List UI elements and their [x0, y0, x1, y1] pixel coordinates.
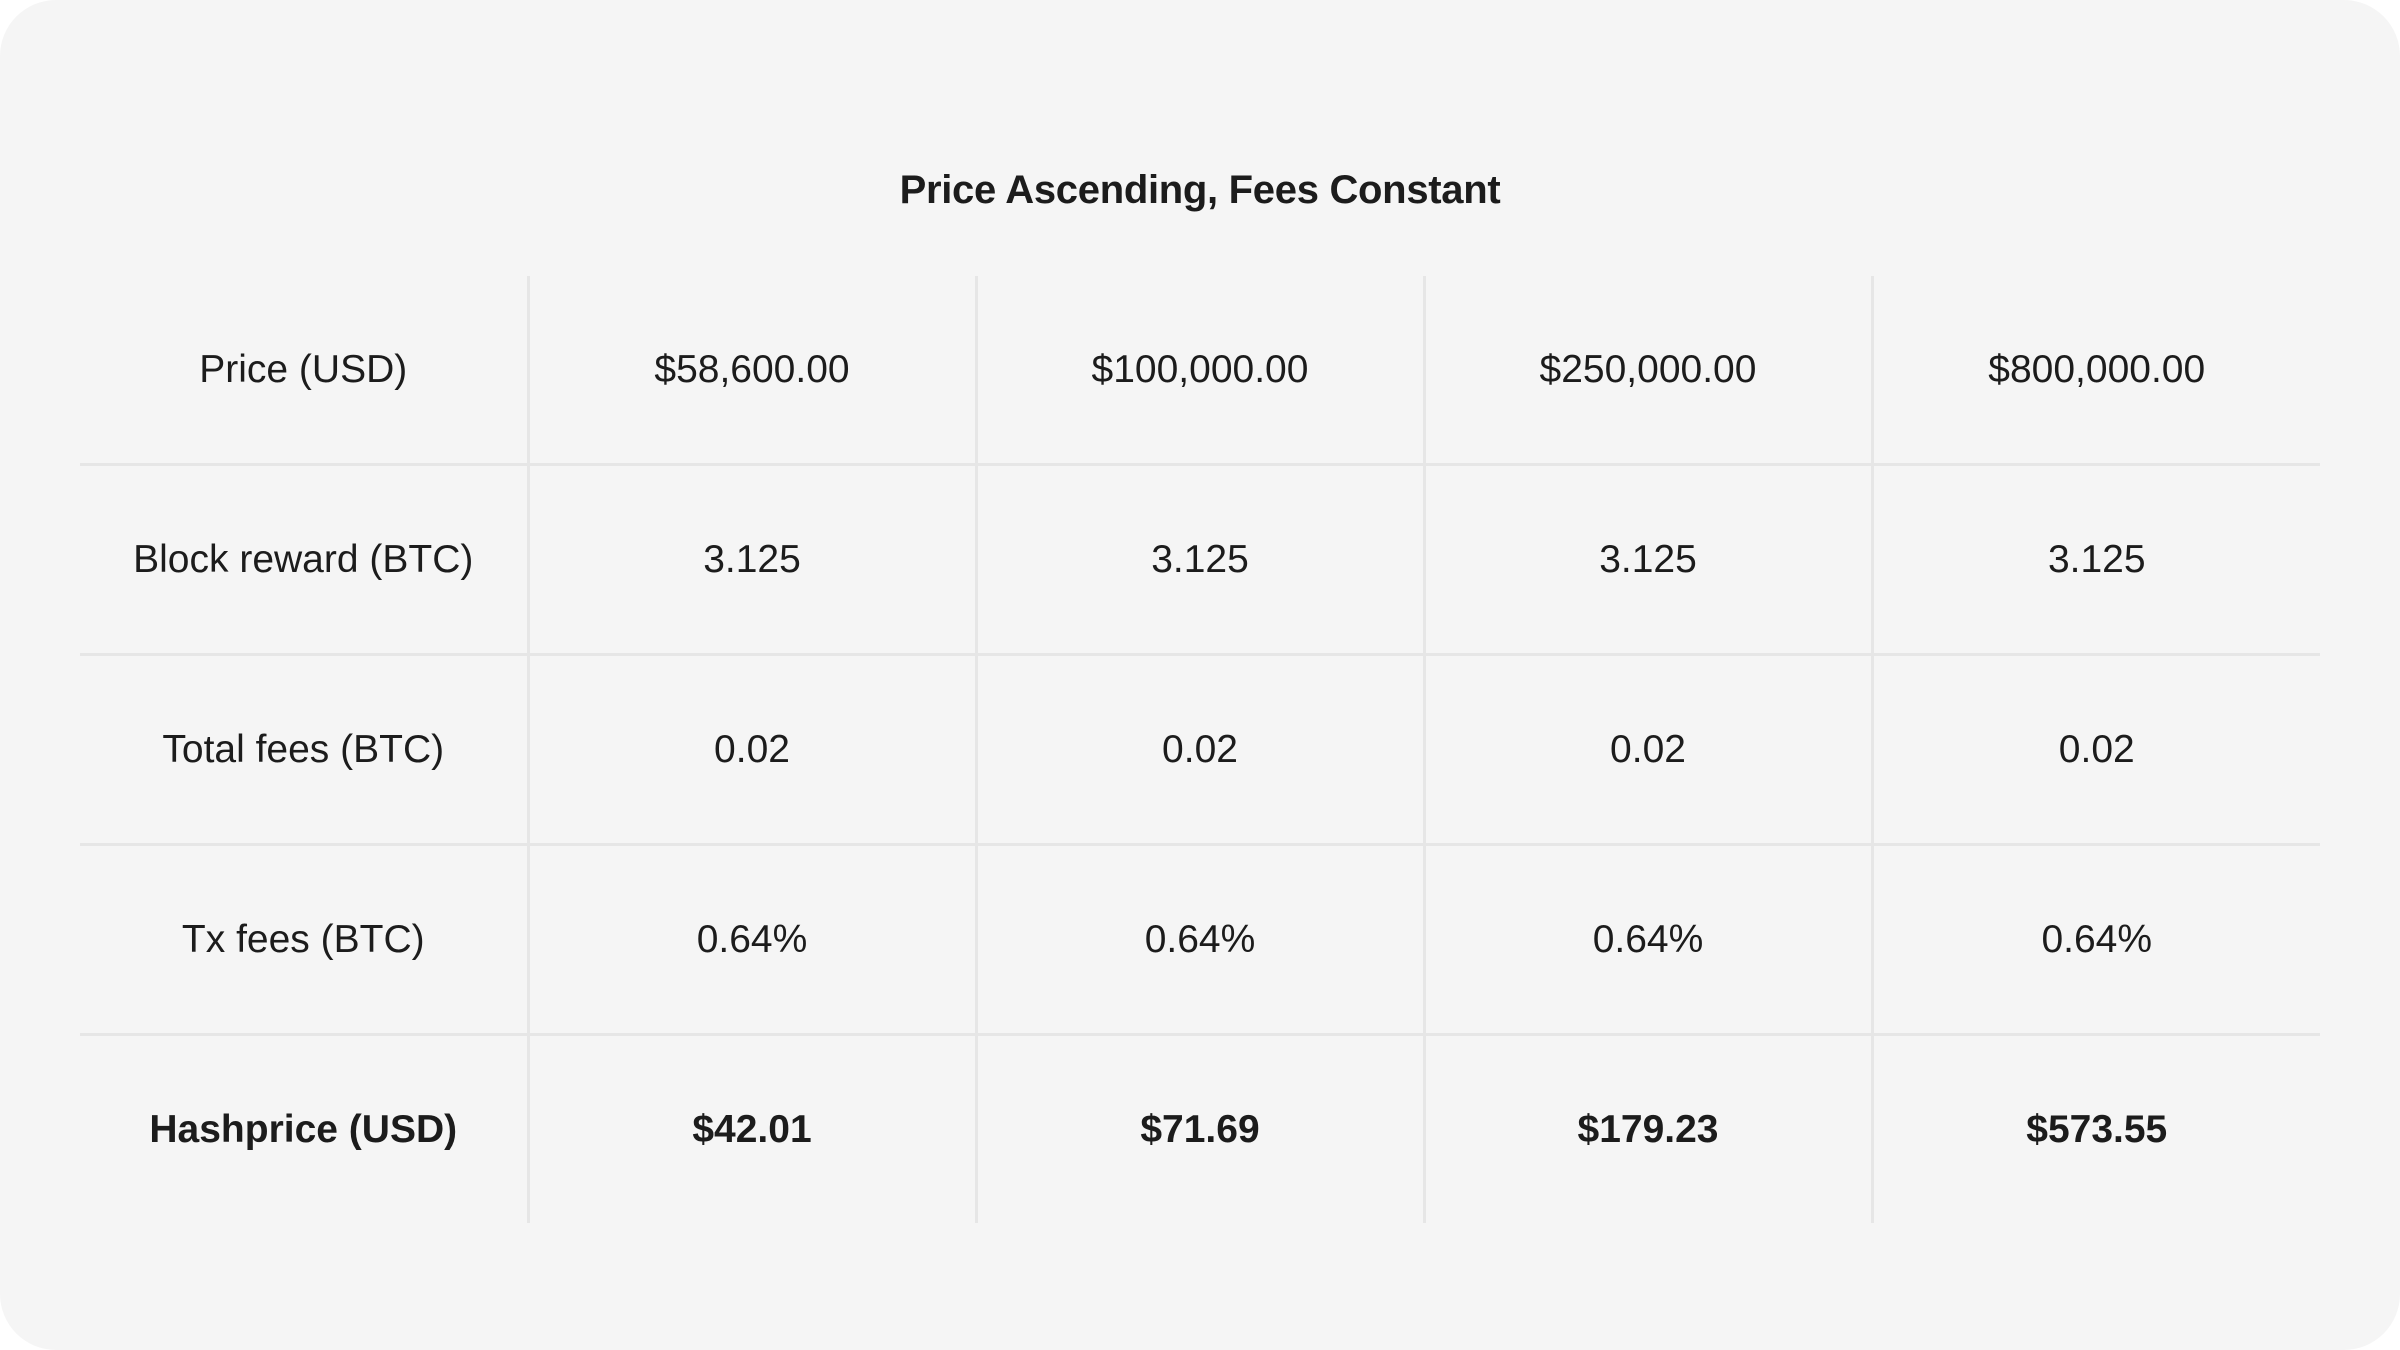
- table-cell: 3.125: [1422, 463, 1872, 655]
- row-label: Block reward (BTC): [80, 463, 528, 655]
- table-cell: $71.69: [974, 1033, 1424, 1223]
- table-row: Hashprice (USD) $42.01 $71.69 $179.23 $573.5…: [80, 1033, 2320, 1223]
- table-row: Price (USD) $58,600.00 $100,000.00 $250,000…: [80, 276, 2320, 465]
- table-cell: 3.125: [974, 463, 1424, 655]
- table-cell: 0.02: [526, 653, 976, 845]
- row-label: Hashprice (USD): [80, 1033, 528, 1223]
- table-cell: $100,000.00: [974, 276, 1424, 465]
- hashprice-table: Price (USD) $58,600.00 $100,000.00 $250,000…: [80, 276, 2320, 1223]
- table-cell: $250,000.00: [1422, 276, 1872, 465]
- table-cell: 0.02: [974, 653, 1424, 845]
- table-cell: $42.01: [526, 1033, 976, 1223]
- table-row: Tx fees (BTC) 0.64% 0.64% 0.64% 0.64%: [80, 843, 2320, 1035]
- table-cell: $179.23: [1422, 1033, 1872, 1223]
- table-title: Price Ascending, Fees Constant: [899, 168, 1501, 212]
- table-cell: $58,600.00: [526, 276, 976, 465]
- table-cell: 0.64%: [1870, 843, 2320, 1035]
- table-row: Total fees (BTC) 0.02 0.02 0.02 0.02: [80, 653, 2320, 845]
- table-cell: 0.64%: [974, 843, 1424, 1035]
- row-label: Tx fees (BTC): [80, 843, 528, 1035]
- table-cell: 3.125: [526, 463, 976, 655]
- table-cell: $800,000.00: [1870, 276, 2320, 465]
- table-cell: 3.125: [1870, 463, 2320, 655]
- row-label: Price (USD): [199, 347, 408, 391]
- table-cell: $573.55: [1870, 1033, 2320, 1223]
- table-cell: 0.02: [1870, 653, 2320, 845]
- table-cell: 0.64%: [526, 843, 976, 1035]
- table-row: Block reward (BTC) 3.125 3.125 3.125 3.125: [80, 463, 2320, 655]
- row-label: Total fees (BTC): [80, 653, 528, 845]
- table-cell: 0.64%: [1422, 843, 1872, 1035]
- table-cell: 0.02: [1422, 653, 1872, 845]
